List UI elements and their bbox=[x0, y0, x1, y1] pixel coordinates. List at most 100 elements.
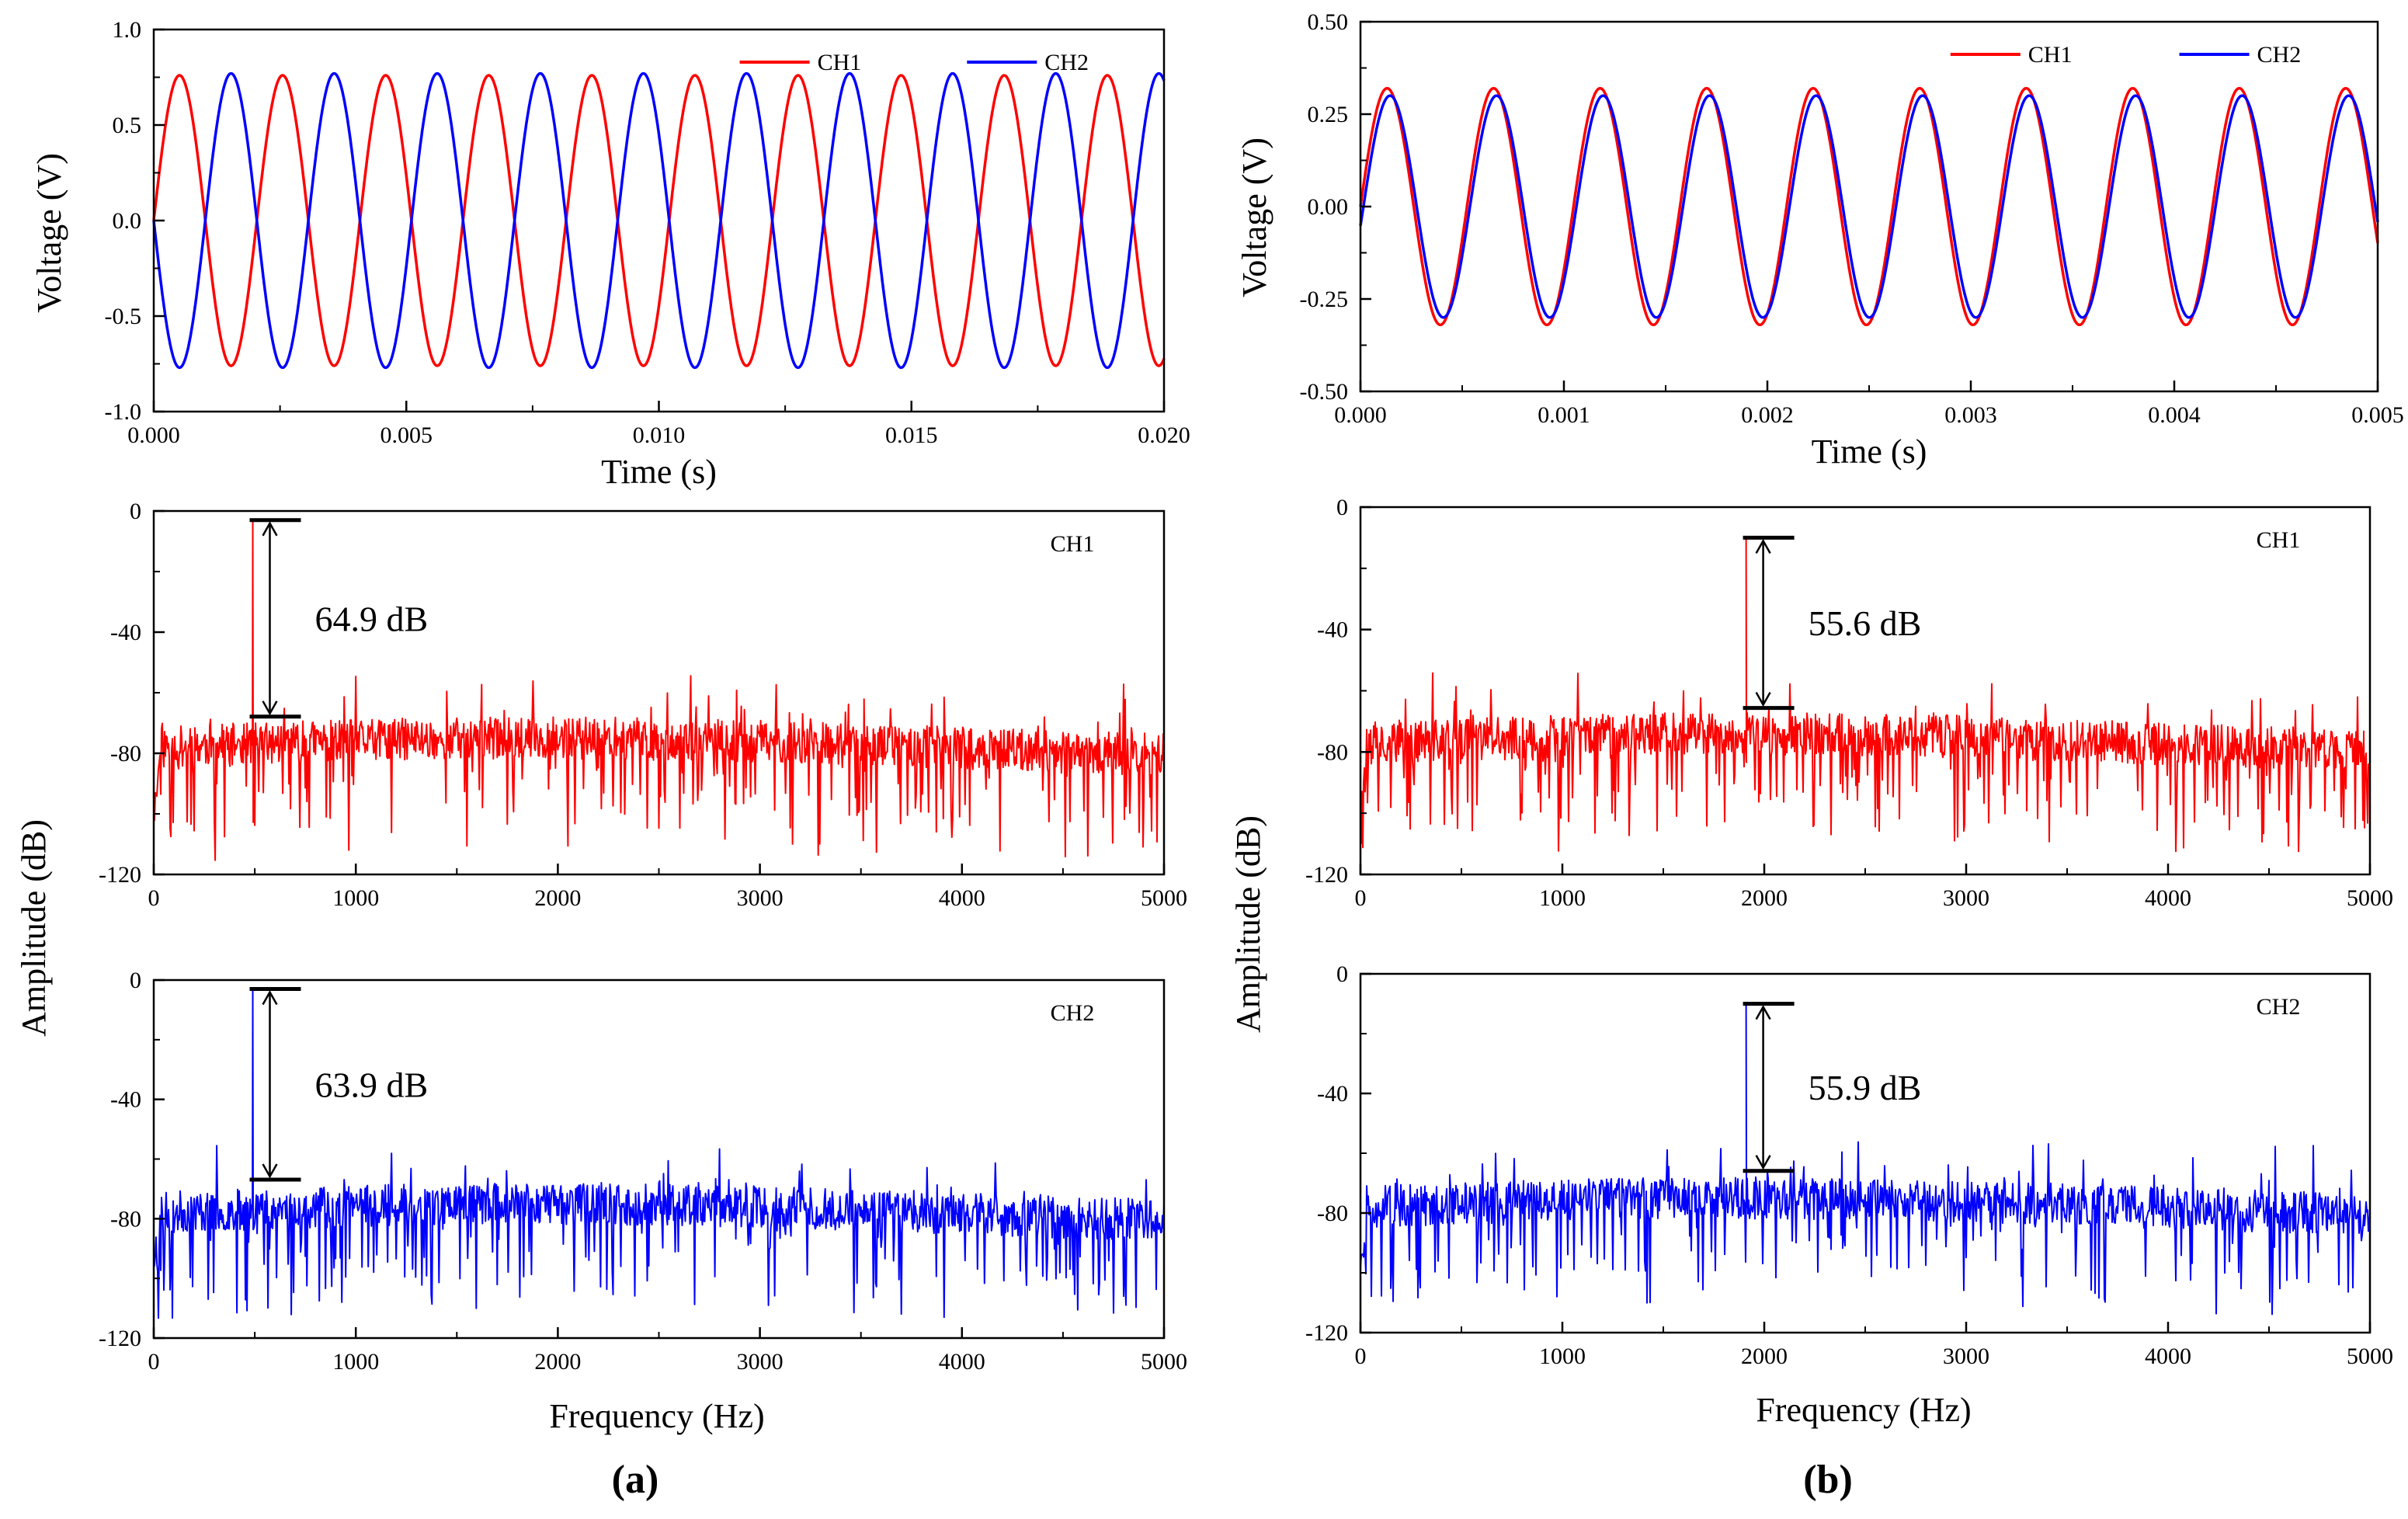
y-tick-label: -120 bbox=[1305, 862, 1348, 888]
chart-b_time: 0.000 0.001 0.002 0.003 0.004 0.005 -0.50 -0.25… bbox=[1300, 9, 2404, 471]
x-tick-label: 4000 bbox=[2145, 885, 2191, 911]
y-tick-label: 0 bbox=[1336, 495, 1348, 520]
series-line-ch1 bbox=[1359, 86, 2379, 327]
x-tick-label: 3000 bbox=[1943, 885, 1989, 911]
chart-a_ch2: 0 1000 2000 3000 4000 5000 -120 -80 -40 0 CH2 63.9 … bbox=[99, 968, 1187, 1375]
annotation-arrow-head-down bbox=[1755, 1155, 1771, 1170]
x-tick-label: 1000 bbox=[332, 1349, 379, 1375]
y-tick-label: -40 bbox=[110, 1087, 141, 1113]
y-tick-label: -120 bbox=[1305, 1320, 1348, 1346]
frequency-axis-title-a: Frequency (Hz) bbox=[549, 1397, 764, 1435]
annotation-text: 64.9 dB bbox=[314, 599, 428, 638]
annotation-text: 55.6 dB bbox=[1809, 603, 1922, 643]
y-tick-label: 0.0 bbox=[113, 208, 142, 234]
x-tick-label: 3000 bbox=[1943, 1343, 1989, 1369]
x-tick-label: 0.001 bbox=[1538, 402, 1590, 428]
channel-label: CH2 bbox=[1051, 1000, 1095, 1026]
legend-label-ch2: CH2 bbox=[2257, 42, 2302, 68]
plot-frame bbox=[152, 978, 1166, 1340]
annotation-arrow-head-down bbox=[1755, 691, 1771, 707]
y-tick-label: -40 bbox=[110, 620, 141, 645]
series-line-ch1 bbox=[1360, 537, 2371, 853]
plot-frame bbox=[1359, 20, 2379, 393]
y-tick-label: -80 bbox=[110, 741, 141, 766]
x-tick-label: 1000 bbox=[1539, 1343, 1586, 1369]
plot-frame bbox=[1359, 506, 2372, 876]
frequency-axis-title-b: Frequency (Hz) bbox=[1756, 1391, 1971, 1429]
y-tick-label: -40 bbox=[1317, 1081, 1348, 1107]
series-line-ch2 bbox=[153, 988, 1165, 1319]
chart-a_time: 0.000 0.005 0.010 0.015 0.020 -1.0 -0.5 0.0 0.5 1… bbox=[105, 17, 1190, 491]
y-tick-label: 0 bbox=[1336, 961, 1348, 987]
annotation-arrow-head-up bbox=[262, 521, 278, 537]
x-tick-label: 5000 bbox=[2347, 885, 2393, 911]
x-tick-label: 0 bbox=[148, 1349, 160, 1375]
y-tick-label: -1.0 bbox=[105, 399, 142, 425]
plot-frame bbox=[1359, 972, 2372, 1334]
x-tick-label: 3000 bbox=[737, 885, 784, 911]
annotation-arrow-head-down bbox=[262, 1163, 278, 1179]
panel-label-b: (b) bbox=[1803, 1458, 1853, 1502]
y-tick-label: -80 bbox=[1317, 739, 1348, 765]
voltage-axis-title-b: Voltage (V) bbox=[1235, 137, 1273, 297]
amplitude-axis-title-b: Amplitude (dB) bbox=[1229, 815, 1267, 1033]
panel-label-a: (a) bbox=[612, 1458, 659, 1502]
legend-label-ch1: CH1 bbox=[818, 50, 862, 75]
x-tick-label: 0.000 bbox=[127, 422, 180, 448]
voltage-axis-title-a: Voltage (V) bbox=[30, 153, 68, 313]
annotation-arrow-head-down bbox=[262, 700, 278, 716]
x-tick-label: 5000 bbox=[1141, 1349, 1187, 1375]
series-line-ch1 bbox=[152, 74, 1166, 367]
series-line-ch2 bbox=[152, 71, 1166, 370]
y-tick-label: 0.5 bbox=[113, 113, 142, 138]
x-tick-label: 0.003 bbox=[1944, 402, 1997, 428]
legend-label-ch1: CH1 bbox=[2028, 42, 2073, 68]
annotation-arrow-head-up bbox=[1755, 1004, 1771, 1020]
y-tick-label: 0 bbox=[130, 499, 141, 524]
x-tick-label: 2000 bbox=[1741, 885, 1788, 911]
channel-label: CH2 bbox=[2257, 994, 2301, 1020]
x-tick-label: 0.020 bbox=[1138, 422, 1190, 448]
y-tick-label: 1.0 bbox=[113, 17, 142, 43]
channel-label: CH1 bbox=[2257, 527, 2301, 553]
annotation-arrow-head-up bbox=[262, 989, 278, 1006]
y-tick-label: 0.25 bbox=[1308, 102, 1349, 127]
y-tick-label: -120 bbox=[99, 862, 141, 888]
x-tick-label: 4000 bbox=[939, 1349, 985, 1375]
x-tick-label: 0 bbox=[1355, 1343, 1367, 1369]
x-tick-label: 2000 bbox=[534, 1349, 581, 1375]
x-tick-label: 0.004 bbox=[2148, 402, 2201, 428]
x-tick-label: 1000 bbox=[332, 885, 379, 911]
x-tick-label: 0.005 bbox=[380, 422, 433, 448]
x-tick-label: 0.000 bbox=[1334, 402, 1387, 428]
y-tick-label: -0.5 bbox=[105, 304, 142, 329]
y-tick-label: -120 bbox=[99, 1326, 141, 1351]
x-tick-label: 1000 bbox=[1539, 885, 1586, 911]
y-tick-label: -0.50 bbox=[1300, 379, 1349, 405]
x-tick-label: 4000 bbox=[939, 885, 985, 911]
amplitude-axis-title-a: Amplitude (dB) bbox=[15, 819, 53, 1037]
x-tick-label: 0 bbox=[1355, 885, 1367, 911]
x-tick-label: 0.015 bbox=[885, 422, 938, 448]
series-line-ch2 bbox=[1359, 94, 2379, 319]
y-tick-label: -80 bbox=[110, 1206, 141, 1232]
x-tick-label: 4000 bbox=[2145, 1343, 2191, 1369]
chart-b_ch2: 0 1000 2000 3000 4000 5000 -120 -80 -40 0 CH2 55.9 … bbox=[1305, 961, 2393, 1369]
y-tick-label: 0 bbox=[130, 968, 141, 993]
x-tick-label: 0 bbox=[148, 885, 160, 911]
annotation-text: 63.9 dB bbox=[314, 1065, 428, 1104]
x-tick-label: 2000 bbox=[1741, 1343, 1788, 1369]
x-tick-label: 0.002 bbox=[1741, 402, 1794, 428]
x-tick-label: 5000 bbox=[2347, 1343, 2393, 1369]
x-tick-label: 5000 bbox=[1141, 885, 1187, 911]
series-line-ch2 bbox=[1360, 1003, 2371, 1316]
chart-b_ch1: 0 1000 2000 3000 4000 5000 -120 -80 -40 0 CH1 55.6 … bbox=[1305, 495, 2393, 911]
annotation-text: 55.9 dB bbox=[1809, 1068, 1922, 1107]
channel-label: CH1 bbox=[1051, 531, 1095, 557]
time-axis-title: Time (s) bbox=[1812, 433, 1927, 471]
series-line-ch1 bbox=[153, 519, 1165, 861]
y-tick-label: 0.50 bbox=[1308, 9, 1349, 35]
x-tick-label: 0.005 bbox=[2351, 402, 2404, 428]
annotation-arrow-head-up bbox=[1755, 538, 1771, 554]
